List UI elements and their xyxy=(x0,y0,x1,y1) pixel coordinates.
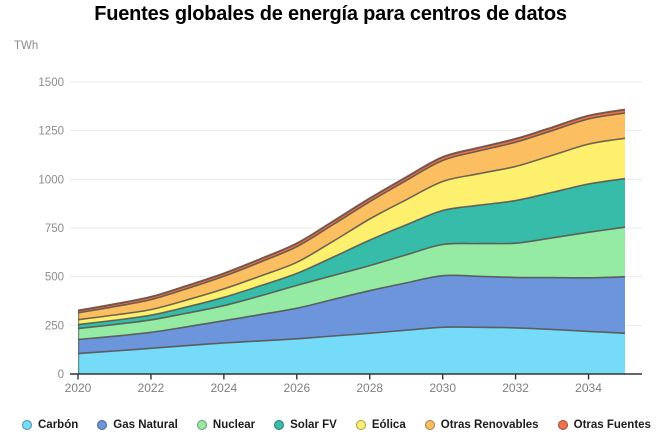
legend-item-otras-renovables[interactable]: Otras Renovables xyxy=(424,419,539,431)
legend-item-solar-fv[interactable]: Solar FV xyxy=(274,419,337,431)
x-tick-label: 2024 xyxy=(211,381,238,395)
y-tick-label: 1250 xyxy=(38,126,64,138)
legend-item-eolica[interactable]: Eólica xyxy=(355,419,406,431)
x-tick-label: 2020 xyxy=(65,381,92,395)
legend-item-nuclear[interactable]: Nuclear xyxy=(196,419,255,431)
legend-item-otras-fuentes[interactable]: Otras Fuentes xyxy=(557,419,651,431)
y-tick-label: 1500 xyxy=(38,77,64,89)
boundary-Otras Fuentes xyxy=(77,108,626,312)
x-tick-label: 2028 xyxy=(356,381,383,395)
boundary-Eólica xyxy=(77,137,626,321)
x-tick-label: 2034 xyxy=(575,381,602,395)
y-tick-label: 1000 xyxy=(38,174,64,186)
y-tick-label: 0 xyxy=(58,369,64,381)
legend-marker-otras-fuentes xyxy=(557,420,568,430)
legend-marker-gas-natural xyxy=(97,420,108,430)
legend-marker-eolica xyxy=(355,420,366,430)
y-axis-unit-label: TWh xyxy=(14,40,39,52)
legend-marker-otras-renovables xyxy=(424,420,435,430)
boundary-Carbón xyxy=(77,326,626,355)
y-tick-label: 750 xyxy=(45,223,64,235)
x-tick-label: 2026 xyxy=(283,381,310,395)
boundary-Solar FV xyxy=(77,177,626,326)
legend-item-carbon[interactable]: Carbón xyxy=(22,419,78,431)
legend-marker-carbon xyxy=(22,420,32,430)
chart-legend: Carbón Gas Natural Nuclear Solar FV Eóli… xyxy=(22,413,651,437)
y-tick-label: 250 xyxy=(45,320,64,332)
x-tick-label: 2032 xyxy=(502,381,529,395)
y-tick-label: 500 xyxy=(45,272,64,284)
boundary-Nuclear xyxy=(77,226,626,330)
boundary-Gas Natural xyxy=(77,274,626,341)
legend-marker-solar-fv xyxy=(274,420,285,430)
boundary-Otras Renovables xyxy=(77,112,626,314)
legend-marker-nuclear xyxy=(196,420,207,430)
legend-item-gas-natural[interactable]: Gas Natural xyxy=(97,419,178,431)
x-tick-label: 2022 xyxy=(138,381,165,395)
chart-title: Fuentes globales de energía para centros… xyxy=(94,3,567,25)
area-Carbón xyxy=(78,327,625,374)
x-tick-label: 2030 xyxy=(429,381,456,395)
